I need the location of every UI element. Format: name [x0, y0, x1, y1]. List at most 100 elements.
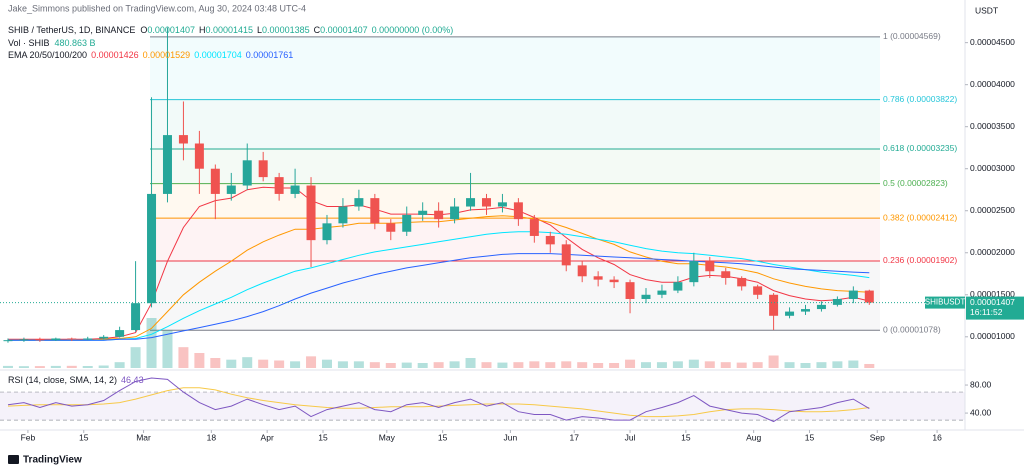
fib-band	[150, 148, 880, 184]
candle-body	[769, 294, 779, 316]
volume-bar	[337, 361, 348, 368]
volume-bar	[513, 362, 524, 368]
symbol-tag	[925, 296, 965, 309]
candle-body	[450, 206, 460, 220]
volume-bar	[609, 363, 620, 368]
price-tag	[966, 296, 1024, 320]
candle-body	[210, 168, 220, 194]
candle-body	[816, 304, 826, 310]
volume-bar	[800, 363, 811, 368]
volume-legend: Vol · SHIB 480.863 B	[8, 38, 96, 48]
volume-bar	[242, 357, 253, 368]
x-tick-label: 15	[681, 432, 691, 442]
candle-body	[625, 282, 635, 299]
volume-bar	[656, 362, 667, 368]
volume-bar	[625, 359, 636, 368]
x-tick-label: 15	[318, 432, 328, 442]
volume-bar	[816, 362, 827, 368]
price-tag-value: 0.00001407	[970, 297, 1015, 307]
volume-bar	[593, 363, 604, 368]
fib-label: 0.236 (0.00001902)	[883, 255, 957, 265]
candle-body	[705, 261, 715, 272]
volume-bar	[577, 362, 588, 368]
candle-body	[178, 135, 188, 144]
candle-body	[481, 198, 491, 207]
x-tick-label: Feb	[21, 432, 36, 442]
candle-body	[737, 277, 747, 287]
ema-line	[8, 253, 870, 341]
candle-body	[641, 294, 651, 299]
volume-bar	[290, 361, 301, 368]
y-tick-label: 0.00001000	[970, 331, 1015, 341]
candle-body	[290, 185, 300, 194]
candle-body	[19, 339, 29, 341]
candle-body	[434, 210, 444, 220]
candle-body	[67, 338, 77, 340]
ohlc-key: O	[140, 25, 147, 35]
volume-bar	[417, 363, 428, 368]
volume-bar	[306, 356, 317, 368]
fib-band	[150, 218, 880, 261]
ema-value: 0.00001704	[194, 50, 242, 60]
rsi-label: RSI (14, close, SMA, 14, 2)	[8, 375, 117, 385]
volume-bar	[114, 362, 125, 368]
change: 0.00000000 (0.00%)	[372, 25, 454, 35]
ema-value: 0.00001761	[246, 50, 294, 60]
ema-legend: EMA 20/50/100/200 0.00001426 0.00001529 0.0…	[8, 50, 293, 60]
x-tick-label: Sep	[870, 432, 885, 442]
x-tick-label: 15	[805, 432, 815, 442]
volume-bar	[449, 361, 460, 368]
fib-label: 0.786 (0.00003822)	[883, 94, 957, 104]
candle-body	[864, 290, 874, 303]
candle-body	[194, 143, 204, 169]
volume-bar	[130, 347, 141, 368]
candle-body	[609, 279, 619, 283]
fib-label: 1 (0.00004569)	[883, 31, 941, 41]
candle-body	[513, 202, 523, 220]
ohlc-value: 0.00001415	[205, 25, 253, 35]
rsi-line	[7, 377, 870, 423]
volume-bar	[258, 359, 269, 368]
volume-bar	[2, 365, 13, 368]
x-tick-label: Jun	[504, 432, 518, 442]
price-tag-countdown: 16:11:52	[970, 307, 1003, 317]
ohlc-key: L	[257, 25, 262, 35]
volume-bar	[784, 362, 795, 368]
y-tick-label: 0.00001500	[970, 289, 1015, 299]
candle-body	[147, 193, 157, 304]
volume-bar	[864, 363, 875, 368]
volume-value: 480.863 B	[55, 38, 96, 48]
candle-body	[131, 303, 141, 331]
ohlc-value: 0.00001407	[320, 25, 368, 35]
candle-body	[226, 185, 236, 194]
volume-bar	[226, 359, 237, 368]
x-tick-label: 15	[79, 432, 89, 442]
y-tick-label: 0.00004500	[970, 37, 1015, 47]
volume-bar	[162, 330, 173, 368]
rsi-value: 46.43	[121, 375, 144, 385]
volume-bar	[672, 361, 683, 368]
y-tick-label: 0.00003500	[970, 121, 1015, 131]
fib-label: 0.618 (0.00003235)	[883, 143, 957, 153]
volume-bar	[529, 361, 540, 368]
candle-body	[242, 160, 252, 186]
symbol-line: SHIB / TetherUS, 1D, BINANCE O0.00001407 H…	[8, 25, 453, 35]
ohlc-key: C	[314, 25, 321, 35]
candle-body	[370, 198, 380, 224]
candle-body	[529, 219, 539, 236]
volume-bar	[433, 362, 444, 368]
rsi-legend: RSI (14, close, SMA, 14, 2) 46.43	[8, 375, 144, 385]
y-tick-label: 0.00003000	[970, 163, 1015, 173]
volume-bar	[497, 362, 508, 368]
volume-bar	[752, 362, 763, 368]
candle-body	[545, 235, 555, 245]
candle-body	[848, 290, 858, 299]
volume-bar	[274, 360, 285, 368]
rsi-band	[0, 392, 965, 421]
volume-bar	[178, 347, 189, 368]
volume-bar	[50, 365, 61, 368]
axis-unit: USDT	[975, 5, 998, 15]
volume-bar	[34, 366, 45, 368]
volume-bar	[321, 359, 332, 368]
